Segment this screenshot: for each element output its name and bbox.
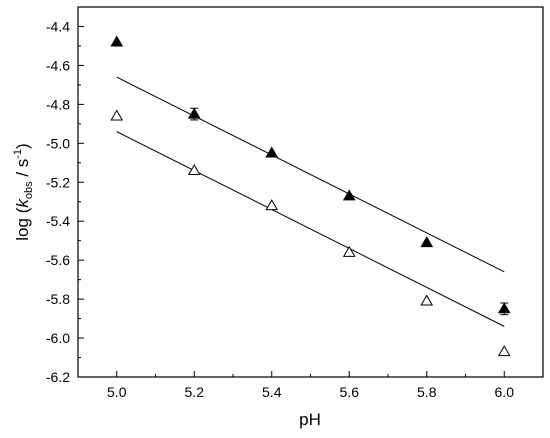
y-tick-label: -5.2 [46, 174, 70, 190]
plot-frame [77, 6, 544, 378]
fit-lines [116, 76, 505, 327]
y-axis-title-sub: obs [23, 181, 35, 199]
y-tick-label: -6.0 [46, 330, 70, 346]
y-axis-title-prefix: log ( [13, 207, 32, 240]
y-tick-label: -5.0 [46, 135, 70, 151]
x-axis-ticks: 5.0 5.2 5.4 5.6 5.8 6.0 [107, 371, 514, 400]
fit-line [116, 131, 505, 327]
y-tick-label: -4.4 [46, 18, 70, 34]
x-tick-label: 5.0 [107, 384, 127, 400]
filled-triangle-point [187, 107, 201, 119]
y-tick-label: -5.6 [46, 252, 70, 268]
y-tick-label: -4.8 [46, 96, 70, 112]
open-triangle-point [497, 345, 511, 357]
x-tick-label: 5.8 [417, 384, 437, 400]
data-points [110, 35, 511, 357]
x-tick-label: 5.2 [185, 384, 205, 400]
filled-triangle-point [265, 146, 279, 158]
y-axis-title: log (kobs / s-1) [12, 143, 35, 240]
y-axis-title-suffix: ) [13, 143, 32, 149]
x-axis-title: pH [299, 410, 321, 429]
filled-triangle-point [497, 302, 511, 314]
x-tick-label: 5.4 [262, 384, 282, 400]
y-tick-label: -4.6 [46, 57, 70, 73]
x-tick-label: 5.6 [340, 384, 360, 400]
open-triangle-point [265, 199, 279, 211]
x-tick-label: 6.0 [495, 384, 515, 400]
open-triangle-point [187, 164, 201, 176]
y-axis-title-sup: -1 [12, 149, 24, 159]
fit-line [116, 76, 505, 273]
filled-triangle-point [342, 189, 356, 201]
y-tick-label: -5.4 [46, 213, 70, 229]
open-triangle-point [342, 245, 356, 257]
y-axis-title-mid: / s [13, 159, 32, 182]
y-tick-label: -6.2 [46, 369, 70, 385]
open-triangle-point [420, 294, 434, 306]
filled-triangle-point [420, 236, 434, 248]
y-axis-ticks: -4.4 -4.6 -4.8 -5.0 -5.2 -5.4 -5.6 -5.8 -6.0 -6.2 [46, 18, 84, 385]
open-triangle-point [110, 109, 124, 121]
y-axis-title-k: k [13, 198, 32, 208]
y-tick-label: -5.8 [46, 291, 70, 307]
filled-triangle-point [110, 35, 124, 47]
